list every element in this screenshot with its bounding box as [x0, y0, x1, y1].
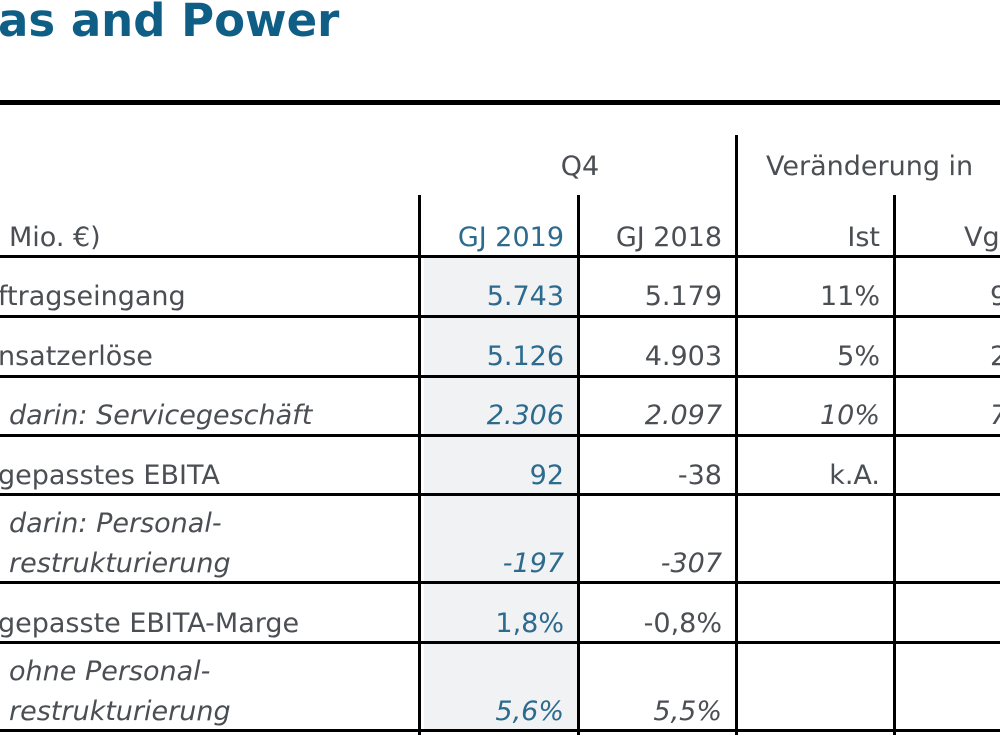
- row-restructuring-label-line1: darin: Personal-: [9, 508, 222, 539]
- row-revenue-vg: 2: [990, 341, 1000, 372]
- row-revenue-gj2019: 5.126: [486, 341, 564, 372]
- row-service-ist: 10%: [819, 400, 880, 431]
- header-unit: Mio. €): [9, 222, 101, 253]
- row-service-gj2019: 2.306: [486, 400, 564, 431]
- row-margin-gj2019: 1,8%: [495, 608, 564, 639]
- row-revenue-label: nsatzerlöse: [0, 341, 153, 372]
- row-divider: [0, 434, 1000, 437]
- row-service-vg: 7: [990, 399, 1000, 433]
- row-order-intake-gj2019: 5.743: [486, 281, 564, 312]
- row-ebita-gj2018: -38: [677, 460, 722, 491]
- header-ist: Ist: [847, 222, 880, 253]
- row-margin-excl-label-line1: ohne Personal-: [9, 656, 211, 687]
- row-service-gj2018: 2.097: [644, 400, 722, 431]
- row-margin-excl-label-line2: restrukturierung: [9, 696, 231, 727]
- column-divider: [893, 195, 896, 735]
- page-title: as and Power: [0, 0, 340, 47]
- row-restructuring-label-line2: restrukturierung: [9, 548, 231, 579]
- column-divider: [577, 195, 580, 735]
- row-divider: [0, 375, 1000, 378]
- header-group-change: Veränderung in: [766, 151, 974, 182]
- row-margin-excl-gj2019: 5,6%: [495, 696, 564, 727]
- row-divider: [0, 729, 1000, 732]
- row-revenue-ist: 5%: [837, 341, 880, 372]
- row-service-label: darin: Servicegeschäft: [9, 400, 313, 431]
- row-divider: [0, 493, 1000, 496]
- row-order-intake-vg: 9: [990, 281, 1000, 312]
- row-margin-label: gepasste EBITA-Marge: [0, 608, 300, 639]
- row-ebita-ist: k.A.: [829, 460, 880, 491]
- row-order-intake-label: ftragseingang: [0, 281, 186, 312]
- header-vg: Vg: [964, 222, 1000, 253]
- row-divider: [0, 641, 1000, 644]
- row-ebita-label: gepasstes EBITA: [0, 460, 220, 491]
- row-order-intake-ist: 11%: [819, 281, 880, 312]
- row-margin-gj2018: -0,8%: [643, 608, 722, 639]
- header-gj2019: GJ 2019: [457, 222, 564, 253]
- row-restructuring-gj2018: -307: [660, 548, 722, 579]
- row-divider: [0, 581, 1000, 584]
- row-order-intake-gj2018: 5.179: [644, 281, 722, 312]
- column-divider: [418, 195, 421, 735]
- column-divider: [735, 135, 738, 735]
- row-divider: [0, 315, 1000, 318]
- row-ebita-gj2019: 92: [529, 460, 564, 491]
- row-restructuring-gj2019: -197: [502, 548, 564, 579]
- header-gj2018: GJ 2018: [615, 222, 722, 253]
- row-divider: [0, 255, 1000, 258]
- header-group-q4: Q4: [560, 151, 600, 182]
- row-revenue-gj2018: 4.903: [644, 341, 722, 372]
- title-rule: [0, 100, 1000, 105]
- row-margin-excl-gj2018: 5,5%: [653, 696, 722, 727]
